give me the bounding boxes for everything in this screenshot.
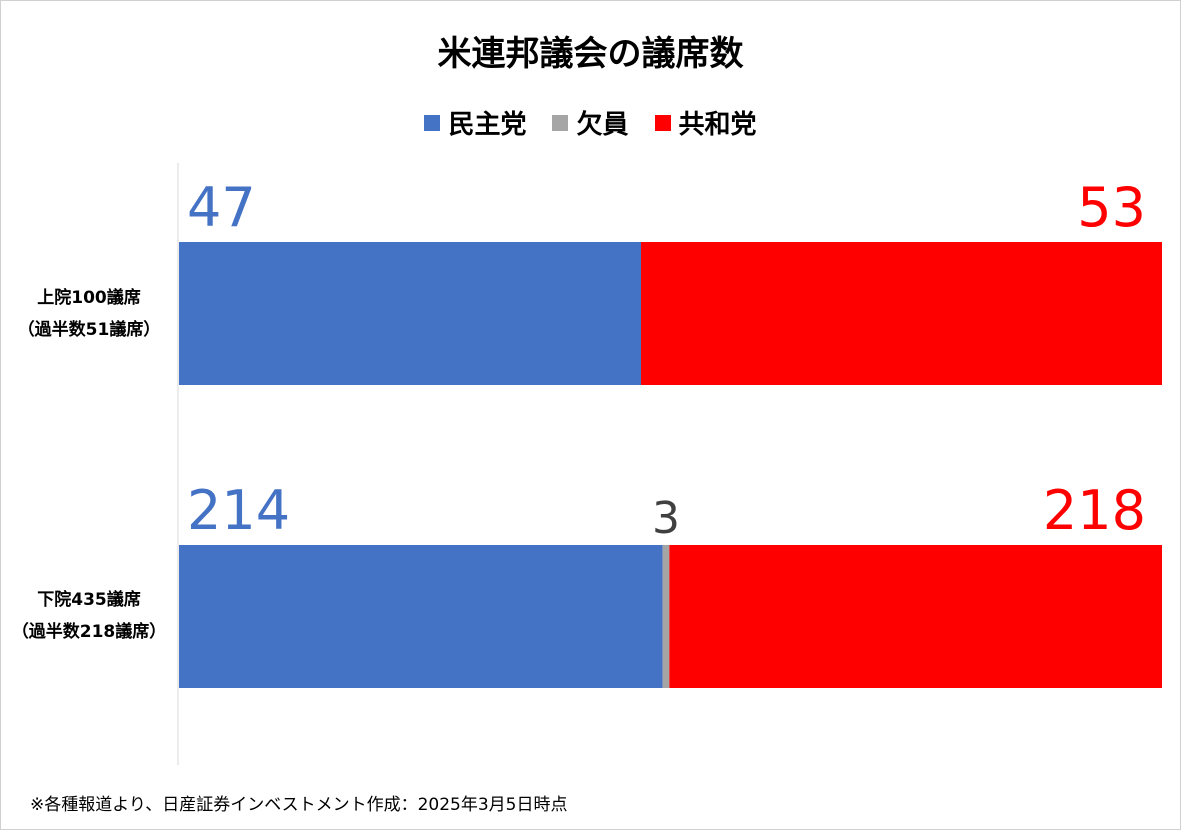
category-label-house-line1: 下院435議席 [37, 590, 141, 610]
data-label-house-democrat: 214 [187, 479, 290, 542]
category-label-house-line2: （過半数218議席） [11, 622, 167, 642]
data-label-house-republican: 218 [1043, 479, 1146, 542]
legend-label-democrat: 民主党 [448, 110, 527, 140]
data-labels-group: 47 53 214 3 218 [187, 176, 1146, 544]
legend-swatch-democrat [424, 114, 441, 131]
data-label-senate-republican: 53 [1077, 176, 1146, 239]
footnote: ※各種報道より、日産証券インベストメント作成：2025年3月5日時点 [30, 795, 568, 815]
legend-swatch-republican [654, 114, 671, 131]
category-label-house: 下院435議席 （過半数218議席） [0, 584, 178, 648]
legend-label-vacant: 欠員 [576, 110, 629, 140]
bar-house-democrat [179, 545, 663, 688]
chart-title: 米連邦議会の議席数 [437, 34, 744, 74]
data-label-house-vacant: 3 [652, 493, 680, 544]
legend-swatch-vacant [552, 114, 569, 131]
category-label-senate-line1: 上院100議席 [37, 288, 141, 308]
legend-item-republican: 共和党 [654, 104, 757, 141]
legend-item-democrat: 民主党 [424, 104, 526, 141]
data-label-senate-democrat: 47 [187, 176, 256, 239]
category-label-senate: 上院100議席 （過半数51議席） [0, 282, 178, 346]
legend-item-vacant: 欠員 [552, 104, 629, 141]
chart-legend: 民主党 欠員 共和党 [0, 104, 1181, 141]
bars-group [179, 242, 1162, 688]
category-label-senate-line2: （過半数51議席） [17, 320, 161, 340]
bar-house-republican [669, 545, 1162, 688]
legend-label-republican: 共和党 [678, 110, 757, 140]
bar-senate-republican [641, 242, 1162, 385]
bar-house-vacant [662, 545, 670, 688]
bar-senate-democrat [179, 242, 642, 385]
